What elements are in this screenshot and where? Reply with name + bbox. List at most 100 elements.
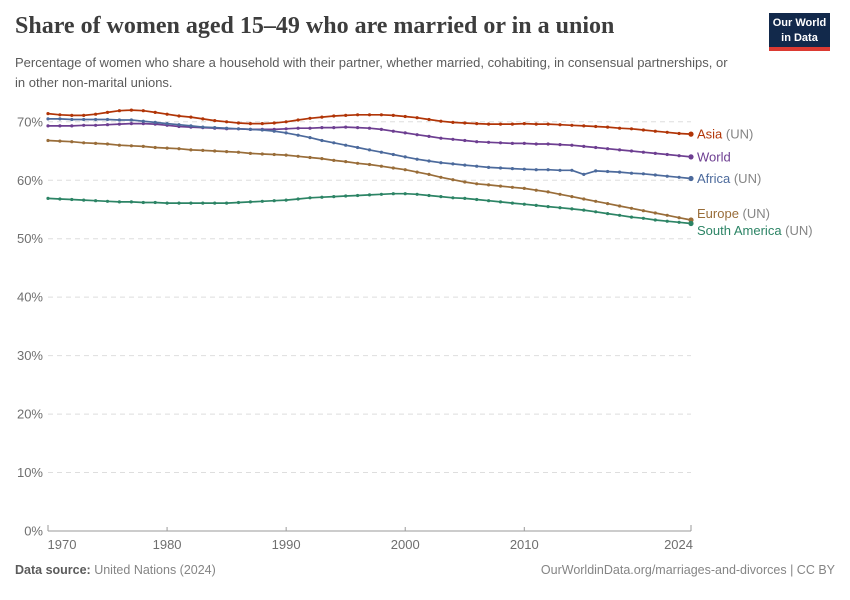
data-point[interactable] bbox=[82, 141, 86, 145]
data-point[interactable] bbox=[606, 212, 610, 216]
data-point[interactable] bbox=[379, 150, 383, 154]
data-point[interactable] bbox=[546, 205, 550, 209]
data-point[interactable] bbox=[367, 113, 372, 117]
data-point[interactable] bbox=[94, 117, 98, 122]
data-point[interactable] bbox=[582, 208, 586, 212]
data-point[interactable] bbox=[534, 203, 538, 207]
data-point[interactable] bbox=[320, 157, 324, 161]
data-point[interactable] bbox=[189, 148, 193, 152]
data-point[interactable] bbox=[367, 162, 372, 167]
data-point[interactable] bbox=[558, 123, 562, 127]
data-point[interactable] bbox=[153, 120, 157, 124]
data-point[interactable] bbox=[272, 121, 276, 125]
data-point[interactable] bbox=[427, 117, 431, 122]
data-point[interactable] bbox=[463, 180, 467, 184]
legend-label-south-america[interactable]: South America (UN) bbox=[697, 223, 813, 238]
data-point[interactable] bbox=[427, 193, 431, 198]
data-point[interactable] bbox=[320, 138, 324, 143]
data-point[interactable] bbox=[618, 170, 622, 174]
data-point[interactable] bbox=[618, 126, 622, 130]
owid-logo[interactable]: Our World in Data bbox=[769, 13, 830, 51]
data-point[interactable] bbox=[201, 148, 205, 152]
data-point[interactable] bbox=[332, 114, 336, 118]
data-point[interactable] bbox=[296, 118, 300, 122]
data-point[interactable] bbox=[356, 161, 360, 165]
data-point[interactable] bbox=[427, 159, 431, 163]
data-point[interactable] bbox=[177, 114, 181, 118]
data-point[interactable] bbox=[475, 122, 479, 126]
data-point[interactable] bbox=[439, 161, 443, 165]
data-point[interactable] bbox=[475, 182, 479, 186]
data-point[interactable] bbox=[427, 134, 431, 138]
data-point[interactable] bbox=[629, 127, 634, 131]
data-point[interactable] bbox=[498, 141, 503, 145]
data-point[interactable] bbox=[403, 192, 407, 196]
data-point[interactable] bbox=[284, 198, 288, 202]
data-point[interactable] bbox=[58, 139, 62, 143]
data-point[interactable] bbox=[594, 199, 598, 203]
data-point[interactable] bbox=[451, 178, 455, 182]
data-point[interactable] bbox=[177, 201, 181, 205]
data-point[interactable] bbox=[570, 207, 574, 211]
data-point[interactable] bbox=[641, 150, 646, 154]
data-point[interactable] bbox=[379, 127, 383, 131]
data-point[interactable] bbox=[58, 124, 62, 128]
data-point[interactable] bbox=[415, 116, 419, 120]
data-point[interactable] bbox=[296, 154, 300, 158]
data-point[interactable] bbox=[475, 164, 479, 168]
data-point[interactable] bbox=[105, 110, 110, 114]
data-point[interactable] bbox=[641, 209, 646, 213]
data-point[interactable] bbox=[487, 140, 491, 144]
data-point[interactable] bbox=[379, 164, 383, 168]
data-point[interactable] bbox=[688, 175, 694, 182]
data-point[interactable] bbox=[677, 154, 681, 158]
data-point[interactable] bbox=[308, 116, 312, 120]
data-point[interactable] bbox=[129, 118, 133, 122]
data-point[interactable] bbox=[451, 120, 455, 124]
data-point[interactable] bbox=[94, 199, 98, 203]
data-point[interactable] bbox=[367, 193, 372, 197]
line-europe[interactable] bbox=[47, 139, 692, 221]
data-point[interactable] bbox=[82, 113, 86, 117]
data-point[interactable] bbox=[570, 123, 574, 127]
data-point[interactable] bbox=[522, 167, 526, 171]
data-point[interactable] bbox=[558, 206, 562, 210]
data-point[interactable] bbox=[641, 172, 646, 176]
data-point[interactable] bbox=[344, 143, 348, 147]
data-point[interactable] bbox=[606, 125, 610, 129]
data-point[interactable] bbox=[344, 113, 348, 117]
data-point[interactable] bbox=[70, 117, 74, 122]
data-point[interactable] bbox=[594, 210, 598, 214]
data-point[interactable] bbox=[248, 122, 252, 126]
data-point[interactable] bbox=[260, 152, 264, 156]
data-point[interactable] bbox=[534, 122, 538, 126]
data-point[interactable] bbox=[308, 126, 312, 130]
data-point[interactable] bbox=[236, 127, 241, 131]
data-point[interactable] bbox=[141, 200, 145, 205]
data-point[interactable] bbox=[105, 117, 110, 122]
data-point[interactable] bbox=[129, 200, 133, 204]
data-point[interactable] bbox=[415, 170, 419, 174]
data-point[interactable] bbox=[284, 131, 288, 135]
data-point[interactable] bbox=[189, 201, 193, 205]
data-point[interactable] bbox=[510, 122, 514, 126]
data-point[interactable] bbox=[129, 144, 133, 148]
data-point[interactable] bbox=[665, 152, 669, 157]
data-point[interactable] bbox=[70, 197, 74, 202]
data-point[interactable] bbox=[141, 144, 145, 148]
data-point[interactable] bbox=[272, 129, 276, 133]
data-point[interactable] bbox=[391, 113, 395, 117]
data-point[interactable] bbox=[606, 169, 610, 174]
data-point[interactable] bbox=[510, 201, 514, 205]
data-point[interactable] bbox=[522, 122, 526, 126]
data-point[interactable] bbox=[213, 119, 217, 123]
data-point[interactable] bbox=[558, 168, 562, 172]
data-point[interactable] bbox=[356, 145, 360, 150]
data-point[interactable] bbox=[70, 140, 74, 144]
data-point[interactable] bbox=[534, 168, 538, 172]
legend-label-asia[interactable]: Asia (UN) bbox=[697, 127, 753, 142]
data-point[interactable] bbox=[344, 160, 348, 164]
data-point[interactable] bbox=[415, 192, 419, 196]
data-point[interactable] bbox=[260, 122, 264, 126]
data-point[interactable] bbox=[141, 109, 145, 113]
